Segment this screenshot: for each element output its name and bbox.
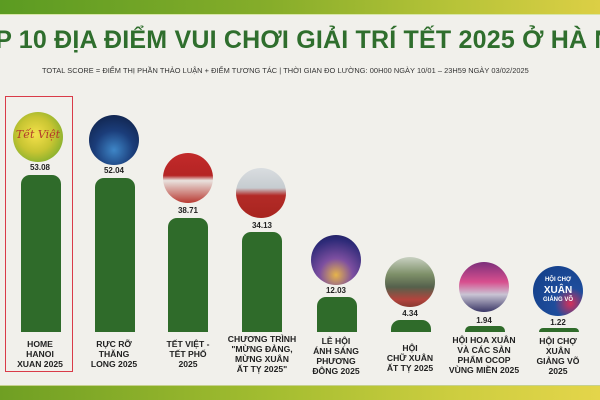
- event-thumbnail-image: [236, 168, 286, 218]
- bar-category-label: RỰC RỠ THĂNG LONG 2025: [90, 339, 138, 369]
- chart-subtitle: TOTAL SCORE = ĐIỂM THỊ PHẦN THẢO LUẬN + …: [42, 66, 529, 75]
- bar: [21, 175, 61, 332]
- bar-value-label: 38.71: [177, 206, 199, 215]
- bar-category-label: CHƯƠNG TRÌNH "MỪNG ĐẢNG, MỪNG XUÂN ẤT TỴ…: [227, 334, 297, 374]
- event-thumbnail-image: [89, 115, 139, 165]
- bar-value-label: 1.22: [550, 318, 566, 327]
- bottom-gradient-band: [0, 385, 600, 400]
- bar-category-label: HOME HANOI XUAN 2025: [17, 339, 63, 369]
- bar: [95, 178, 135, 332]
- bar-value-label: 1.94: [476, 316, 492, 325]
- bar-category-label: LỄ HỘI ÁNH SÁNG PHƯƠNG ĐÔNG 2025: [312, 336, 360, 376]
- bar-value-label: 12.03: [325, 286, 347, 295]
- bar: [465, 326, 505, 332]
- chart-title: TOP 10 ĐỊA ĐIỂM VUI CHƠI GIẢI TRÍ TẾT 20…: [0, 26, 600, 54]
- event-thumbnail-image: [385, 257, 435, 307]
- bar-category-label: HỘI CHỢ XUÂN GIẢNG VÕ 2025: [536, 336, 580, 376]
- bar-value-label: 52.04: [103, 166, 125, 175]
- highlight-box-top-item: [5, 96, 73, 372]
- bar-category-label: TẾT VIỆT - TẾT PHỐ 2025: [166, 339, 210, 369]
- event-thumbnail-image: Tết Việt: [13, 112, 63, 162]
- top-gradient-band: [0, 0, 600, 15]
- bar: [242, 232, 282, 332]
- thumbnail-caption: HỘI CHỢ XUÂN GIẢNG VÕ: [542, 277, 573, 303]
- bar: [317, 297, 357, 332]
- event-thumbnail-image: [163, 153, 213, 203]
- bar: [539, 328, 579, 332]
- event-thumbnail-image: HỘI CHỢ XUÂN GIẢNG VÕ: [533, 266, 583, 316]
- bar-value-label: 53.08: [29, 163, 51, 172]
- bar-category-label: HỘI CHỮ XUÂN ẤT TỴ 2025: [386, 343, 434, 373]
- bar: [168, 218, 208, 332]
- thumbnail-caption: Tết Việt: [15, 128, 61, 141]
- bar: [391, 320, 431, 332]
- bar-category-label: HỘI HOA XUÂN VÀ CÁC SẢN PHẨM OCOP VÙNG M…: [448, 335, 520, 375]
- event-thumbnail-image: [459, 262, 509, 312]
- event-thumbnail-image: [311, 235, 361, 285]
- bar-value-label: 4.34: [402, 309, 418, 318]
- bar-value-label: 34.13: [251, 221, 273, 230]
